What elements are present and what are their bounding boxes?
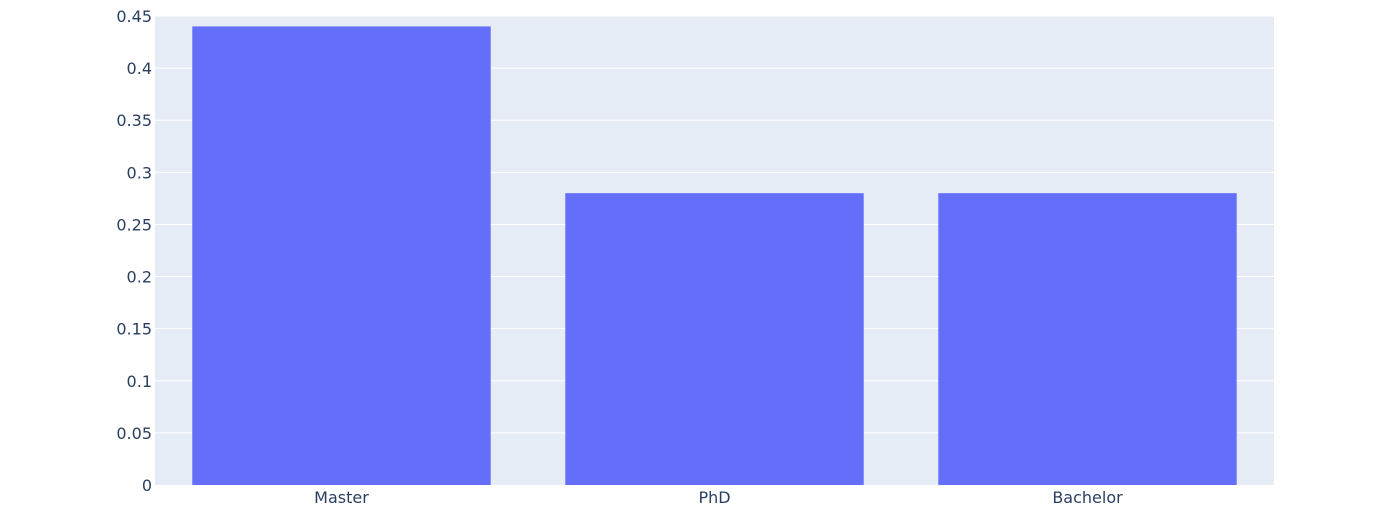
y-tick-label: 0.3 bbox=[127, 163, 152, 182]
y-tick-label: 0.35 bbox=[116, 111, 152, 130]
bars bbox=[192, 26, 1237, 486]
y-tick-label: 0.4 bbox=[127, 59, 152, 78]
y-tick-label: 0.2 bbox=[127, 268, 152, 287]
x-tick-label: Master bbox=[314, 488, 369, 507]
y-axis-ticks: 0 0.05 0.1 0.15 0.2 0.25 0.3 0.35 0.4 0.45 bbox=[116, 7, 152, 495]
y-tick-label: 0.1 bbox=[127, 372, 152, 391]
bar-phd bbox=[565, 193, 864, 485]
y-tick-label: 0.15 bbox=[116, 320, 152, 339]
y-tick-label: 0 bbox=[142, 476, 152, 495]
y-tick-label: 0.25 bbox=[116, 215, 152, 234]
bar-bachelor bbox=[938, 193, 1237, 485]
y-tick-label: 0.05 bbox=[116, 424, 152, 443]
x-tick-label: Bachelor bbox=[1052, 488, 1123, 507]
x-axis-ticks: Master PhD Bachelor bbox=[314, 488, 1123, 507]
bar-master bbox=[192, 26, 491, 486]
x-tick-label: PhD bbox=[698, 488, 730, 507]
y-tick-label: 0.45 bbox=[116, 7, 152, 26]
